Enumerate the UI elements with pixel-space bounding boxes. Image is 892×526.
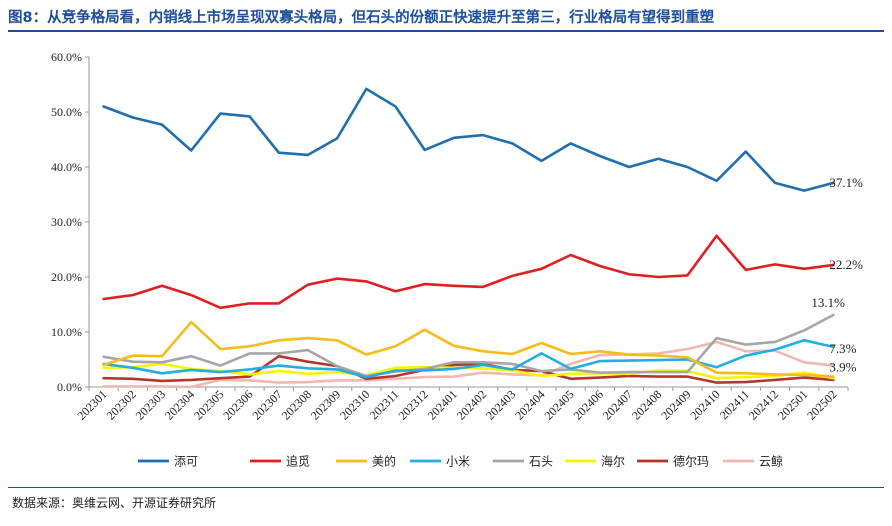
x-tick-label: 202410 [687, 387, 722, 422]
series-line-1 [102, 234, 835, 310]
source-note: 数据来源：奥维云网、开源证券研究所 [12, 496, 217, 510]
y-tick-label: 50.0% [51, 105, 82, 119]
x-tick-label: 202405 [541, 387, 576, 422]
legend-label-6: 德尔玛 [673, 454, 709, 469]
y-tick-label: 20.0% [51, 270, 82, 284]
end-label-7: 3.9% [829, 360, 856, 375]
y-tick-label: 30.0% [51, 215, 82, 229]
y-tick-label: 0.0% [57, 380, 82, 394]
series-line-4 [102, 313, 835, 378]
x-tick-label: 202411 [717, 387, 752, 422]
legend-label-1: 追觅 [286, 454, 310, 469]
legend-label-5: 海尔 [601, 454, 625, 469]
x-tick-label: 202408 [629, 387, 664, 422]
x-tick-label: 202309 [308, 387, 343, 422]
x-tick-label: 202404 [512, 387, 547, 422]
x-tick-label: 202308 [279, 387, 314, 422]
x-tick-label: 202412 [746, 387, 781, 422]
chart-end-labels: 37.1% 22.2% 7.3% 13.1% 3.9% [811, 175, 863, 375]
end-label-0: 37.1% [829, 175, 863, 190]
title-rule [8, 30, 884, 32]
x-tick-label: 202407 [600, 387, 635, 422]
x-tick-label: 202306 [220, 387, 255, 422]
legend-label-7: 云鲸 [759, 454, 783, 469]
end-label-4: 13.1% [811, 295, 845, 310]
x-tick-label: 202310 [337, 387, 372, 422]
figure-title: 图8：从竞争格局看，内销线上市场呈现双寡头格局，但石头的份额正快速提升至第三，行… [8, 10, 715, 26]
y-tick-label: 60.0% [51, 50, 82, 64]
x-tick-label: 202406 [571, 387, 606, 422]
x-tick-label: 202307 [250, 387, 285, 422]
chart-legend: 添可 追觅 美的 小米 石头 海尔 德尔玛 云鲸 [138, 454, 783, 469]
x-tick-label: 202302 [104, 387, 139, 422]
end-label-1: 22.2% [829, 257, 863, 272]
legend-label-2: 美的 [372, 454, 396, 469]
series-line-6 [102, 354, 835, 384]
end-label-3: 7.3% [829, 341, 856, 356]
legend-label-4: 石头 [529, 455, 553, 469]
x-tick-label: 202304 [162, 387, 197, 422]
x-tick-label: 202305 [191, 387, 226, 422]
legend-label-3: 小米 [446, 455, 470, 469]
series-line-0 [102, 87, 835, 192]
source-rule [8, 487, 884, 488]
x-tick-label: 202402 [454, 387, 489, 422]
y-tick-label: 40.0% [51, 160, 82, 174]
x-tick-label: 202502 [804, 387, 839, 422]
x-tick-label: 202303 [133, 387, 168, 422]
series-line-3 [102, 338, 835, 379]
x-tick-label: 202501 [775, 387, 810, 422]
x-tick-label: 202312 [395, 387, 430, 422]
y-tick-label: 10.0% [51, 325, 82, 339]
x-tick-label: 202409 [658, 387, 693, 422]
x-tick-label: 202311 [367, 387, 402, 422]
chart-series [102, 87, 835, 389]
legend-label-0: 添可 [174, 455, 198, 469]
x-tick-label: 202401 [425, 387, 460, 422]
x-tick-label: 202403 [483, 387, 518, 422]
series-line-2 [102, 320, 835, 378]
